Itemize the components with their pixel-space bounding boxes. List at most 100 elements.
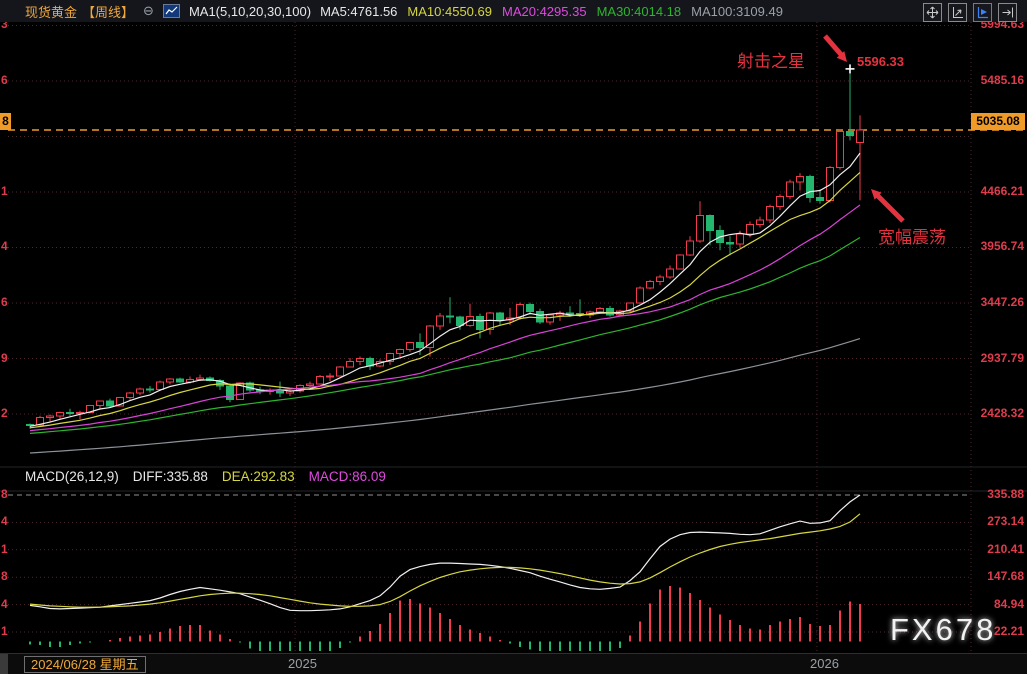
candle-down: [496, 312, 504, 321]
collapse-icon[interactable]: ⊖: [143, 3, 154, 18]
candle-up: [386, 352, 394, 363]
candle-up: [696, 214, 704, 242]
candle-up: [426, 325, 434, 349]
year-label-2026: 2026: [810, 656, 839, 671]
candle-up: [96, 400, 104, 406]
candle-up: [36, 416, 44, 426]
ma-value-label: MA30:4014.18: [596, 3, 682, 19]
candle-down: [726, 241, 734, 245]
wide-swing-arrow: [875, 193, 905, 223]
ma-value-label: MA20:4295.35: [502, 3, 587, 19]
candle-up: [736, 233, 744, 245]
ma5-line: [29, 152, 861, 427]
candle-down: [526, 304, 534, 313]
candle-down: [536, 311, 544, 323]
pan-icon[interactable]: [923, 3, 942, 22]
shooting-star-arrow: [823, 34, 843, 57]
candle-up: [626, 302, 634, 312]
fx678-watermark: FX678: [890, 612, 997, 647]
candle-up: [596, 307, 604, 313]
shooting-star-arrowhead: [836, 51, 847, 62]
candle-up: [356, 358, 364, 363]
candle-up: [126, 392, 134, 399]
wide-swing-arrowhead: [871, 189, 882, 200]
ma20-line: [29, 204, 861, 432]
time-axis-bar[interactable]: 2024/06/28 星期五 2025 2026: [0, 653, 1027, 674]
candle-down: [146, 388, 154, 391]
candle-up: [856, 129, 864, 144]
candle-down: [846, 131, 854, 136]
macd-indicator-row: MACD(26,12,9) DIFF:335.88 DEA:292.83 MAC…: [25, 469, 386, 484]
candle-up: [686, 240, 694, 256]
candle-up: [156, 381, 164, 390]
macd-macd-value: MACD:86.09: [308, 469, 386, 484]
goto-latest-icon[interactable]: [998, 3, 1017, 22]
candle-down: [606, 307, 614, 316]
candle-down: [66, 411, 74, 414]
candle-up: [756, 219, 764, 225]
candle-up: [56, 411, 64, 417]
macd-diff-value: DIFF:335.88: [132, 469, 208, 484]
candle-up: [46, 415, 54, 418]
candle-up: [166, 378, 174, 383]
candle-up: [516, 304, 524, 319]
ma-value-label: MA10:4550.69: [407, 3, 492, 19]
candle-up: [236, 382, 244, 400]
candle-up: [396, 348, 404, 354]
candle-up: [196, 377, 204, 380]
ma-values: MA5:4761.56 MA10:4550.69 MA20:4295.35 MA30:…: [320, 4, 793, 19]
candle-up: [676, 254, 684, 270]
candle-up: [336, 366, 344, 377]
period-label: 【周线】: [82, 4, 135, 20]
candle-down: [476, 315, 484, 331]
macd-dea-value: DEA:292.83: [221, 469, 295, 484]
candle-down: [176, 378, 184, 383]
year-label-2025: 2025: [288, 656, 317, 671]
diff-line: [29, 494, 861, 612]
candle-up: [436, 315, 444, 327]
candle-down: [456, 316, 464, 327]
chart-header-bar: 现货黄金 【周线】 ⊖ MA1(5,10,20,30,100) MA5:4761…: [0, 0, 1027, 22]
ma100-line: [29, 338, 861, 454]
candle-up: [546, 314, 554, 323]
candle-up: [766, 205, 774, 221]
candle-up: [306, 383, 314, 387]
candle-up: [796, 175, 804, 183]
ma-value-label: MA100:3109.49: [691, 3, 783, 19]
candle-up: [406, 341, 414, 350]
ma-settings-label: MA1(5,10,20,30,100): [188, 3, 312, 19]
candle-up: [316, 376, 324, 385]
candle-up: [776, 195, 784, 207]
start-date-label: 2024/06/28 星期五: [24, 656, 146, 673]
candle-up: [746, 223, 754, 235]
chart-toolbar: [923, 3, 1017, 22]
candle-down: [706, 214, 714, 231]
ma-value-label: MA5:4761.56: [320, 3, 398, 19]
wide-swing-annotation: 宽幅震荡: [878, 228, 946, 247]
candle-up: [786, 181, 794, 197]
candle-up: [836, 131, 844, 169]
macd-title: MACD(26,12,9): [25, 469, 119, 484]
shooting-star-annotation: 射击之星: [737, 52, 805, 71]
candle-down: [566, 312, 574, 315]
candle-up: [116, 397, 124, 407]
symbol-title: 现货黄金: [25, 4, 78, 20]
auto-scale-icon[interactable]: [973, 3, 992, 22]
candle-up: [486, 312, 494, 331]
chart-type-icon[interactable]: [162, 4, 180, 18]
candle-up: [666, 268, 674, 278]
axis-zoom-icon[interactable]: [948, 3, 967, 22]
peak-price-annotation: 5596.33: [857, 54, 904, 69]
candle-down: [446, 315, 454, 318]
candle-down: [206, 377, 214, 382]
candle-up: [656, 276, 664, 283]
candle-up: [636, 287, 644, 304]
candle-down: [226, 385, 234, 400]
candle-down: [806, 175, 814, 199]
candle-up: [646, 281, 654, 289]
dea-line: [29, 513, 861, 608]
candle-up: [326, 375, 334, 378]
candle-down: [106, 400, 114, 407]
